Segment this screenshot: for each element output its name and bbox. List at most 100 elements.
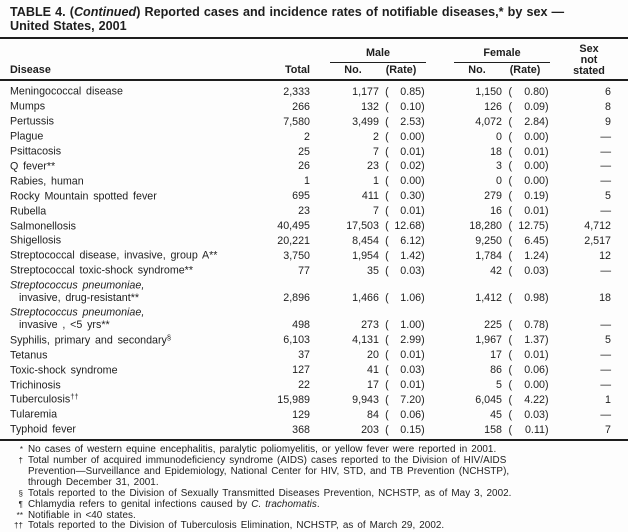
total-value: 3,750 <box>283 249 310 262</box>
female-values: 279 ( 0.19 ) <box>440 190 556 202</box>
open-paren: ( <box>508 115 512 128</box>
female-values: 16 ( 0.01 ) <box>440 205 556 217</box>
male-count: 411 <box>361 190 379 203</box>
disease-name-line-1: Streptococcus pneumoniae, <box>10 277 272 292</box>
table-row: Streptococcus pneumoniae, invasive , <5 … <box>10 304 616 331</box>
sex-not-stated-value: — <box>600 175 611 188</box>
female-values: 45 ( 0.03 ) <box>440 409 556 421</box>
male-values: 203 ( 0.15 ) <box>324 424 440 436</box>
close-paren: ) <box>545 175 549 188</box>
footnote-text-post: . <box>316 498 320 510</box>
sex-not-stated-value: — <box>600 364 611 377</box>
male-rate: 1.00 <box>400 319 422 332</box>
total-value: 695 <box>292 190 310 203</box>
close-paren: ) <box>421 423 425 436</box>
disease-label: Plague <box>10 130 44 143</box>
open-paren: ( <box>508 319 512 332</box>
open-paren: ( <box>508 220 512 233</box>
disease-label: Typhoid fever <box>10 423 76 436</box>
male-rate: 6.12 <box>400 234 422 247</box>
disease-name-line-1: Toxic-shock syndrome <box>10 362 272 377</box>
table-row: Toxic-shock syndrome 127 41 ( 0.03 ) 86 … <box>10 362 616 377</box>
female-values: 4,072 ( 2.84 ) <box>440 116 556 128</box>
open-paren: ( <box>385 364 389 377</box>
disease-label: Syphilis, primary and secondary <box>10 334 167 347</box>
close-paren: ) <box>421 160 425 173</box>
disease-name: Tuberculosis†† <box>10 391 272 406</box>
open-paren: ( <box>385 393 389 406</box>
female-values: 0 ( 0.00 ) <box>440 131 556 143</box>
table-row: Tuberculosis†† 15,989 9,943 ( 7.20 ) 6,0… <box>10 391 616 406</box>
close-paren: ) <box>545 190 549 203</box>
female-values: 42 ( 0.03 ) <box>440 265 556 277</box>
disease-name-line-1: Shigellosis <box>10 232 272 247</box>
disease-name: Streptococcal toxic-shock syndrome** <box>10 262 272 277</box>
disease-label: Mumps <box>10 100 46 113</box>
female-values: 1,967 ( 1.37 ) <box>440 334 556 346</box>
column-header-female-rate: (Rate) <box>509 63 541 76</box>
disease-name-line-1: Rubella <box>10 203 272 218</box>
disease-name-line-1: Mumps <box>10 98 272 113</box>
close-paren: ) <box>421 220 425 233</box>
table-row: Shigellosis 20,221 8,454 ( 6.12 ) 9,250 … <box>10 232 616 247</box>
sex-not-stated-value: 12 <box>599 249 611 262</box>
male-values: 7 ( 0.01 ) <box>324 146 440 158</box>
disease-name: Psittacosis <box>10 143 272 158</box>
close-paren: ) <box>421 334 425 347</box>
disease-name: Toxic-shock syndrome <box>10 362 272 377</box>
male-count: 7 <box>372 205 379 218</box>
male-rate: 0.01 <box>400 379 422 392</box>
column-header-disease: Disease <box>10 63 51 76</box>
column-header-male-no: No. <box>344 63 362 76</box>
female-rate: 0.00 <box>524 130 545 143</box>
disease-label: Streptococcus pneumoniae, <box>10 306 145 319</box>
open-paren: ( <box>508 234 512 247</box>
total-value: 77 <box>298 264 310 277</box>
disease-name: Salmonellosis <box>10 218 272 233</box>
table-row: Streptococcal disease, invasive, group A… <box>10 247 616 262</box>
table-row: Rabies, human 1 1 ( 0.00 ) 0 ( 0.00 ) — <box>10 173 616 188</box>
disease-name-line-2: invasive , <5 yrs** <box>19 319 110 332</box>
male-values: 411 ( 0.30 ) <box>324 190 440 202</box>
total-value: 26 <box>298 160 310 173</box>
close-paren: ) <box>421 190 425 203</box>
total-value: 129 <box>292 408 310 421</box>
title-rule <box>0 37 628 39</box>
female-values: 1,150 ( 0.80 ) <box>440 86 556 98</box>
female-count: 0 <box>496 130 502 143</box>
male-values: 1,954 ( 1.42 ) <box>324 250 440 262</box>
female-count: 4,072 <box>475 115 502 128</box>
male-count: 1,466 <box>352 292 379 305</box>
disease-name: Trichinosis <box>10 377 272 392</box>
male-rate: 1.06 <box>400 292 422 305</box>
female-values: 9,250 ( 6.45 ) <box>440 235 556 247</box>
total-value: 2,896 <box>283 292 310 305</box>
disease-name-line-1: Syphilis, primary and secondary§ <box>10 332 272 347</box>
footnote-reference: § <box>166 332 172 342</box>
open-paren: ( <box>385 423 389 436</box>
total-value: 15,989 <box>277 393 310 406</box>
male-rate: 12.68 <box>394 220 422 233</box>
female-values: 225 ( 0.78 ) <box>440 319 556 331</box>
close-paren: ) <box>545 334 549 347</box>
female-count: 16 <box>490 205 502 218</box>
footnote-line: Prevention—Surveillance and Epidemiology… <box>28 465 510 477</box>
disease-name: Streptococcus pneumoniae, invasive, drug… <box>10 277 272 304</box>
female-values: 1,784 ( 1.24 ) <box>440 250 556 262</box>
close-paren: ) <box>545 319 549 332</box>
female-count: 3 <box>496 160 502 173</box>
footnote-line: Total number of acquired immunodeficienc… <box>28 455 507 467</box>
open-paren: ( <box>385 379 389 392</box>
male-values: 8,454 ( 6.12 ) <box>324 235 440 247</box>
table-row: Rocky Mountain spotted fever 695 411 ( 0… <box>10 188 616 203</box>
close-paren: ) <box>545 145 549 158</box>
male-values: 1,177 ( 0.85 ) <box>324 86 440 98</box>
female-count: 1,412 <box>475 292 502 305</box>
male-values: 1,466 ( 1.06 ) <box>324 292 440 304</box>
open-paren: ( <box>385 160 389 173</box>
close-paren: ) <box>421 393 425 406</box>
male-count: 1 <box>372 175 379 188</box>
disease-name-line-1: Trichinosis <box>10 377 272 392</box>
close-paren: ) <box>545 85 549 98</box>
male-values: 3,499 ( 2.53 ) <box>324 116 440 128</box>
